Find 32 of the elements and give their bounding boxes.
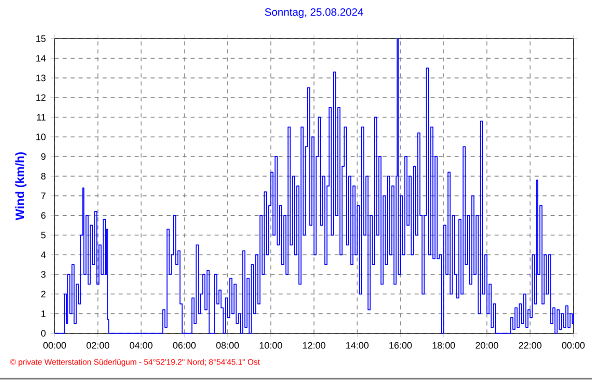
y-tick-label: 12	[36, 94, 46, 101]
y-tick-label: 9	[41, 153, 46, 160]
y-tick-label: 13	[36, 74, 46, 82]
y-tick-label: 14	[36, 55, 46, 62]
y-tick-label: 1	[41, 310, 46, 317]
x-tick-label: 10:00	[260, 342, 282, 349]
y-axis-title: Wind (km/h)	[15, 152, 26, 220]
x-tick-label: 06:00	[173, 342, 196, 349]
x-tick-label: 14:00	[346, 342, 369, 349]
x-tick-label: 12:00	[303, 342, 326, 349]
y-tick-label: 3	[41, 271, 46, 278]
y-tick-label: 15	[36, 35, 46, 42]
y-tick-label: 0	[41, 330, 46, 337]
y-tick-label: 5	[41, 232, 46, 238]
y-tick-label: 7	[41, 192, 46, 200]
y-tick-label: 2	[41, 290, 46, 298]
y-tick-label: 11	[36, 114, 46, 120]
y-tick-label: 4	[40, 252, 46, 258]
x-tick-label: 04:00	[130, 342, 152, 349]
x-tick-label: 18:00	[432, 342, 455, 349]
y-tick-label: 10	[36, 134, 46, 140]
chart-title: Sonntag, 25.08.2024	[264, 8, 364, 18]
x-tick-label: 16:00	[389, 342, 412, 349]
x-tick-label: 00:00	[43, 342, 66, 349]
x-tick-label: 02:00	[86, 342, 110, 349]
x-tick-label: 00:00	[562, 342, 585, 349]
y-tick-label: 6	[41, 212, 46, 219]
y-tick-label: 8	[41, 172, 46, 180]
x-tick-label: 08:00	[216, 342, 239, 349]
text: © private Wetterstation Süderlügum - 54°52'19.2" Nord; 8°54'45.1" Ost	[10, 358, 260, 366]
x-tick-label: 22:00	[518, 342, 542, 349]
x-tick-label: 20:00	[476, 342, 498, 349]
